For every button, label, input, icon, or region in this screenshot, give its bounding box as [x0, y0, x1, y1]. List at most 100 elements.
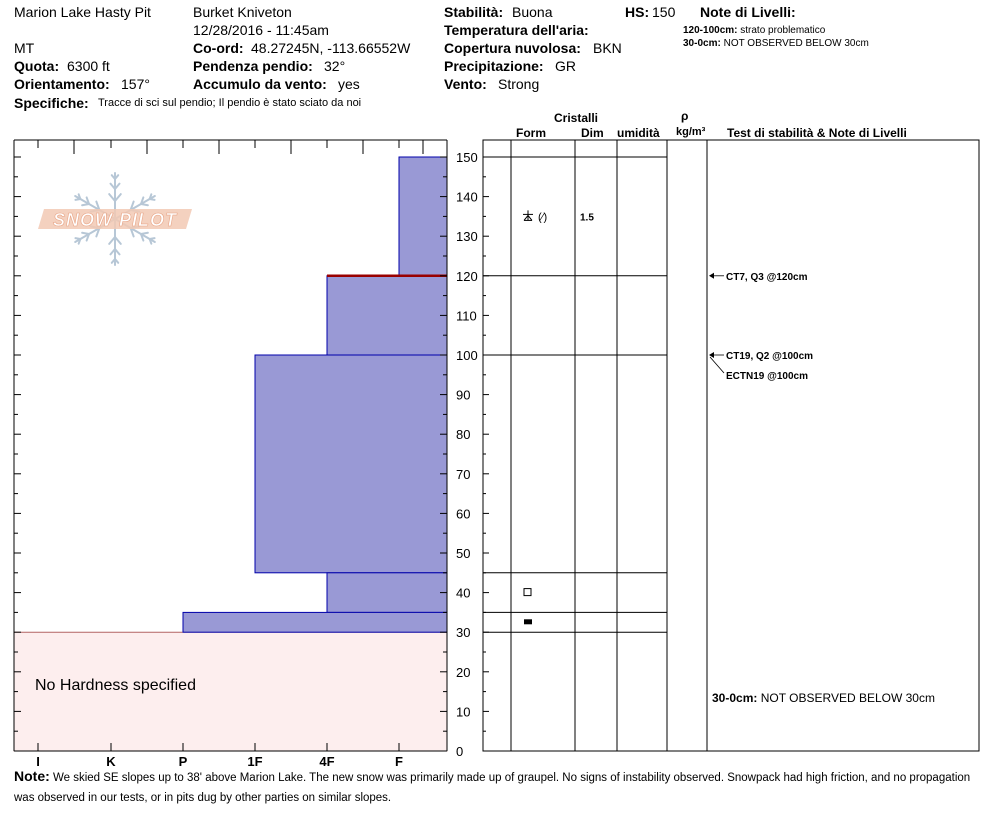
precip-value: GR — [555, 58, 576, 74]
location-name: Marion Lake Hasty Pit — [14, 4, 151, 20]
hardness-layer-5 — [182, 611, 448, 633]
particle-diag-left — [523, 215, 529, 221]
depth-label-120: 120 — [456, 269, 478, 284]
snowflake-branch-0-2-1 — [114, 174, 120, 180]
snowflake-branch-3-0-1 — [108, 236, 116, 245]
crystal-secondary-form: (⁄) — [538, 211, 547, 223]
footer-note-text: We skied SE slopes up to 38' above Mario… — [14, 772, 971, 804]
aspect-value: 157° — [121, 76, 150, 92]
depth-label-10: 10 — [456, 704, 470, 719]
snowflake-branch-2-0-1 — [129, 227, 135, 238]
snowflake-branch-1-2-1 — [148, 198, 156, 201]
hardness-label-P: P — [179, 754, 188, 769]
depth-label-90: 90 — [456, 388, 470, 403]
hardness-label-4F: 4F — [319, 754, 334, 769]
hardness-label-K: K — [106, 754, 116, 769]
wind-loading-value: yes — [338, 76, 360, 92]
layer-notes-title: Note di Livelli: — [700, 4, 796, 20]
coord-value: 48.27245N, -113.66552W — [251, 40, 411, 56]
melt-freeze-crust-icon — [524, 619, 532, 625]
hs-label: HS: — [625, 4, 650, 20]
layer-note-2-range: 30-0cm: — [683, 38, 721, 49]
crystals-header: Cristalli — [554, 111, 599, 125]
wind-loading-label: Accumulo da vento: — [193, 76, 327, 92]
bottom-note-range: 30-0cm: — [712, 691, 758, 705]
elevation-value: 6300 ft — [67, 58, 110, 74]
snowflake-branch-3-1-0 — [114, 248, 121, 256]
sky-label: Copertura nuvolosa: — [444, 40, 581, 56]
depth-label-70: 70 — [456, 467, 470, 482]
hardness-layer-2 — [326, 275, 448, 356]
hs-value: 150 — [652, 4, 676, 20]
depth-label-40: 40 — [456, 586, 470, 601]
snowflake-branch-2-1-1 — [139, 233, 145, 242]
hardness-layer-3 — [254, 354, 448, 574]
snowflake-branch-2-1-0 — [139, 231, 149, 235]
snowflake-branch-0-1-1 — [114, 182, 121, 190]
slope-label: Pendenza pendio: — [193, 58, 313, 74]
layer-note-1-range: 120-100cm: — [683, 25, 738, 36]
specifics-label: Specifiche: — [14, 95, 89, 111]
layer-note-2-text: NOT OBSERVED BELOW 30cm — [723, 38, 869, 49]
stability-value: Buona — [512, 4, 553, 20]
snowflake-branch-0-0-0 — [108, 193, 116, 202]
test-label-2: CT19, Q2 @100cm — [726, 351, 813, 362]
depth-label-20: 20 — [456, 665, 470, 680]
depth-label-60: 60 — [456, 506, 470, 521]
crystal-dim-1: 1.5 — [580, 212, 594, 223]
snowflake-branch-1-1-0 — [139, 196, 145, 205]
stability-label: Stabilità: — [444, 4, 504, 20]
faceted-crystal-icon — [523, 588, 532, 597]
wind-value: Strong — [498, 76, 540, 92]
snowflake-branch-3-1-1 — [109, 248, 116, 256]
precip-label: Precipitazione: — [444, 58, 544, 74]
no-hardness-region — [13, 631, 448, 752]
snowflake-branch-4-0-0 — [95, 227, 101, 238]
state: MT — [14, 40, 35, 56]
bottom-layer-note: 30-0cm: NOT OBSERVED BELOW 30cm — [712, 690, 935, 706]
snowflake-branch-5-0-1 — [95, 200, 101, 211]
depth-label-0: 0 — [456, 744, 463, 759]
test-arrow-3 — [709, 356, 725, 374]
air-temp-label: Temperatura dell'aria: — [444, 22, 589, 38]
depth-label-30: 30 — [456, 625, 470, 640]
test-label-1: CT7, Q3 @120cm — [726, 272, 808, 283]
depth-label-150: 150 — [456, 150, 478, 165]
hardness-layer-1 — [398, 156, 448, 277]
footer-note: Note: We skied SE slopes up to 38' above… — [14, 766, 974, 808]
tests-notes-header: Test di stabilità & Note di Livelli — [727, 126, 907, 140]
logo-text: SNOW PILOT — [53, 210, 178, 230]
snowflake-branch-4-2-1 — [74, 237, 82, 240]
snowflake-branch-1-1-1 — [139, 203, 149, 207]
particle-diag-right — [527, 215, 533, 221]
rho-header: ρ — [681, 109, 689, 123]
hardness-label-1F: 1F — [247, 754, 262, 769]
hardness-label-F: F — [395, 754, 403, 769]
density-unit-header: kg/m³ — [676, 126, 706, 138]
date-time: 12/28/2016 - 11:45am — [193, 22, 329, 38]
observer-name: Burket Kniveton — [193, 4, 292, 20]
snowflake-branch-0-1-0 — [109, 182, 116, 190]
snowflake-branch-1-0-0 — [129, 200, 135, 211]
snowflake-branch-5-1-0 — [81, 203, 91, 207]
aspect-label: Orientamento: — [14, 76, 110, 92]
snowflake-branch-5-1-1 — [85, 196, 91, 205]
depth-label-130: 130 — [456, 229, 478, 244]
depth-label-50: 50 — [456, 546, 470, 561]
snowflake-branch-2-2-1 — [148, 238, 153, 245]
form-header: Form — [516, 126, 546, 140]
test-arrowhead-2 — [709, 352, 714, 358]
moisture-header: umidità — [617, 126, 660, 140]
snowflake-branch-4-1-0 — [85, 233, 91, 242]
layer-note-1: 120-100cm: strato problematico — [683, 25, 825, 37]
snowflake-branch-5-2-1 — [77, 193, 82, 200]
wind-label: Vento: — [444, 76, 487, 92]
snowflake-branch-3-2-1 — [110, 258, 116, 264]
precipitation-particle-icon — [523, 210, 533, 221]
snowflake-branch-4-1-1 — [81, 231, 91, 235]
hardness-label-I: I — [36, 754, 40, 769]
slope-value: 32° — [324, 58, 346, 74]
dim-header: Dim — [581, 126, 604, 140]
layer-note-1-text: strato problematico — [740, 25, 826, 36]
